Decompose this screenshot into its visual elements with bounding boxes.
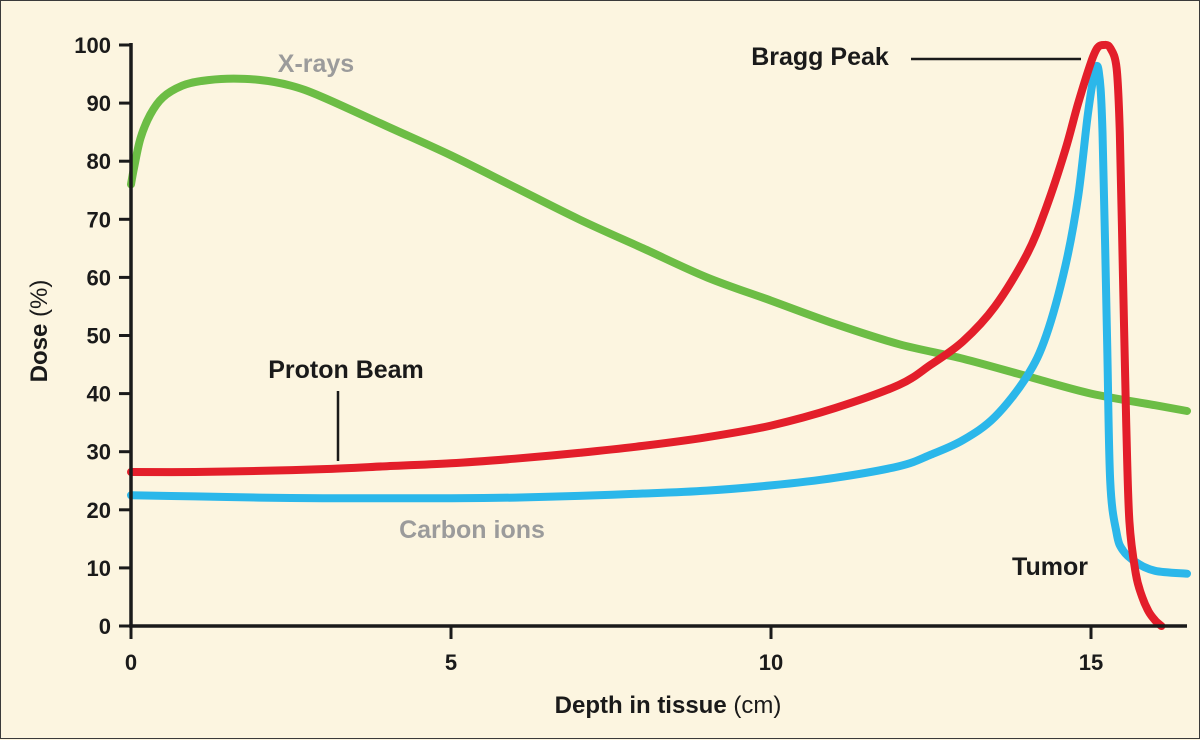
y-tick-label: 90 [87, 91, 111, 116]
proton-beam-series-line [127, 40, 1166, 630]
carbon-ions-label: Carbon ions [399, 516, 545, 544]
annotations: X-rays Proton Beam Carbon ions Bragg Pea… [268, 43, 1088, 581]
y-tick-label: 20 [87, 498, 111, 523]
proton-beam-label: Proton Beam [268, 356, 424, 384]
tumor-label: Tumor [1012, 553, 1088, 581]
y-tick-label: 40 [87, 382, 111, 407]
xrays-label: X-rays [278, 50, 354, 78]
y-tick-label: 0 [99, 614, 111, 639]
y-tick-label: 30 [87, 440, 111, 465]
y-axis-title: Dose (%) [26, 280, 53, 383]
y-tick-label: 10 [87, 556, 111, 581]
y-tick-label: 80 [87, 149, 111, 174]
curves-layer [127, 40, 1191, 630]
y-ticks: 0 10 20 30 40 50 60 70 80 90 100 [74, 33, 131, 639]
y-tick-label: 60 [87, 265, 111, 290]
y-tick-label: 100 [74, 33, 111, 58]
x-tick-label: 10 [759, 650, 783, 675]
y-tick-label: 70 [87, 207, 111, 232]
x-tick-label: 5 [445, 650, 457, 675]
carbon-ions-series-line [127, 61, 1191, 578]
x-tick-label: 15 [1079, 650, 1103, 675]
axes-layer [129, 43, 1187, 628]
bragg-peak-label: Bragg Peak [751, 43, 889, 71]
x-tick-label: 0 [125, 650, 137, 675]
x-ticks: 0 5 10 15 [125, 626, 1103, 675]
x-rays-series-line [127, 74, 1191, 415]
x-axis-title: Depth in tissue (cm) [555, 692, 782, 719]
y-tick-label: 50 [87, 324, 111, 349]
